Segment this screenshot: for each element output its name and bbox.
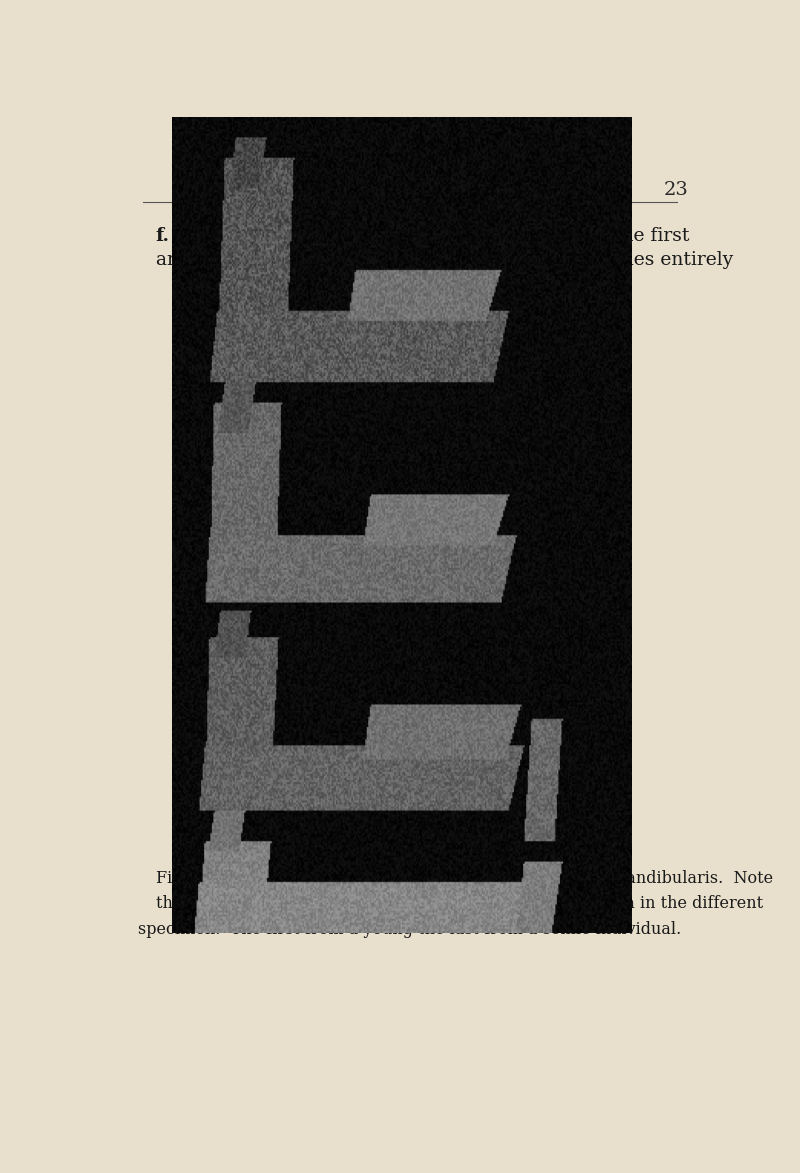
Text: specimen.  The first from a young the last from a senile individual.: specimen. The first from a young the las… [138, 921, 682, 937]
Text: 23: 23 [664, 182, 689, 199]
Text: lies below and between the first: lies below and between the first [380, 226, 690, 245]
Text: Fig. 14.  Variations of the internal surface of the ramus mandibularis.  Note: Fig. 14. Variations of the internal surf… [156, 870, 773, 887]
Text: f.: f. [156, 226, 170, 245]
Text: The Mental foramen: The Mental foramen [184, 226, 398, 245]
Text: the lingula, sulcus mandibularis, and mandibular foramina in the different: the lingula, sulcus mandibularis, and ma… [156, 895, 763, 913]
Bar [234, 231, 590, 859]
Text: ANATOMY OF THE ORAL CAVITY: ANATOMY OF THE ORAL CAVITY [254, 182, 566, 199]
Text: and second bicuspids, usually nearer and sometimes entirely: and second bicuspids, usually nearer and… [156, 251, 733, 269]
